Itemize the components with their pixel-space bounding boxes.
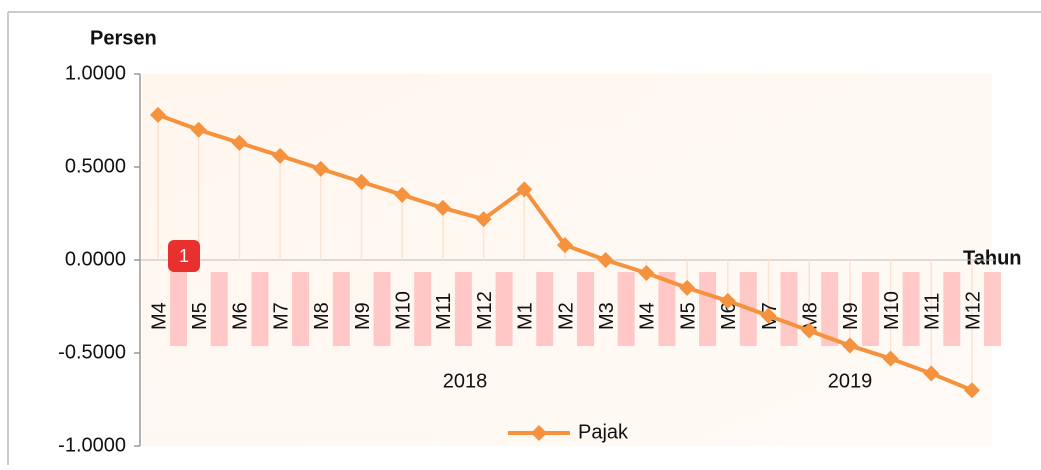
x-tick-label: M11 [922, 293, 944, 330]
label-highlight [332, 272, 350, 346]
label-highlight [699, 272, 717, 346]
x-tick-label: M7 [270, 302, 292, 330]
label-highlight [454, 272, 472, 346]
point-marker [882, 350, 899, 367]
legend-label: Pajak [578, 421, 629, 443]
label-highlight [780, 272, 798, 346]
label-highlight [902, 272, 920, 346]
label-highlight [617, 272, 635, 346]
legend-marker [531, 425, 547, 441]
label-highlight [821, 272, 839, 346]
x-tick-label: M12 [962, 291, 984, 330]
label-highlight [251, 272, 269, 346]
label-highlight [210, 272, 228, 346]
label-highlight [414, 272, 432, 346]
point-marker [638, 265, 655, 282]
x-axis-label: Tahun [963, 247, 1022, 269]
point-marker [516, 181, 533, 198]
y-tick-label: 0.5000 [65, 155, 126, 177]
point-marker [272, 147, 289, 164]
y-tick-label: -0.5000 [58, 341, 126, 363]
point-marker [719, 292, 736, 309]
x-tick-label: M5 [677, 302, 699, 330]
x-tick-label: M6 [230, 302, 252, 330]
x-tick-label: M4 [148, 302, 170, 330]
label-highlight [373, 272, 391, 346]
x-tick-label: M12 [474, 291, 496, 330]
point-marker [312, 160, 329, 177]
point-marker [801, 322, 818, 339]
label-highlight [861, 272, 879, 346]
x-tick-label: M9 [352, 302, 374, 330]
point-marker [475, 211, 492, 228]
y-tick-label: 1.0000 [65, 62, 126, 84]
point-marker [679, 279, 696, 296]
point-marker [394, 186, 411, 203]
x-tick-label: M3 [596, 302, 618, 330]
x-tick-label: M5 [189, 302, 211, 330]
point-marker [231, 134, 248, 151]
point-marker [760, 307, 777, 324]
label-highlight [292, 272, 310, 346]
x-tick-label: M4 [637, 302, 659, 330]
label-highlight [658, 272, 676, 346]
y-axis-label: Persen [90, 27, 157, 49]
x-tick-label: M6 [718, 302, 740, 330]
x-tick-label: M9 [840, 302, 862, 330]
point-marker [353, 173, 370, 190]
year-label: 2019 [828, 370, 873, 392]
label-highlight [577, 272, 594, 346]
point-marker [923, 365, 940, 382]
x-tick-label: M1 [515, 302, 537, 330]
point-marker [434, 199, 451, 216]
x-tick-label: M8 [311, 302, 333, 330]
x-tick-label: M10 [881, 291, 903, 330]
point-marker [150, 106, 166, 123]
label-highlight [170, 272, 187, 346]
y-tick-label: -1.0000 [58, 434, 126, 456]
point-marker [597, 252, 614, 268]
year-label: 2018 [443, 370, 488, 392]
x-tick-label: M2 [555, 302, 577, 330]
label-highlight [495, 272, 513, 346]
label-highlight [943, 272, 961, 346]
x-tick-label: M8 [799, 302, 821, 330]
y-tick-label: 0.0000 [65, 248, 126, 270]
point-marker [557, 237, 573, 254]
point-marker [841, 337, 858, 354]
label-highlight [536, 272, 554, 346]
x-tick-label: M11 [433, 293, 455, 330]
x-tick-label: M10 [392, 291, 414, 330]
badge-label: 1 [179, 246, 189, 266]
badge [168, 240, 200, 272]
point-marker [190, 121, 207, 138]
point-marker [964, 382, 980, 399]
label-highlight [984, 272, 1001, 346]
